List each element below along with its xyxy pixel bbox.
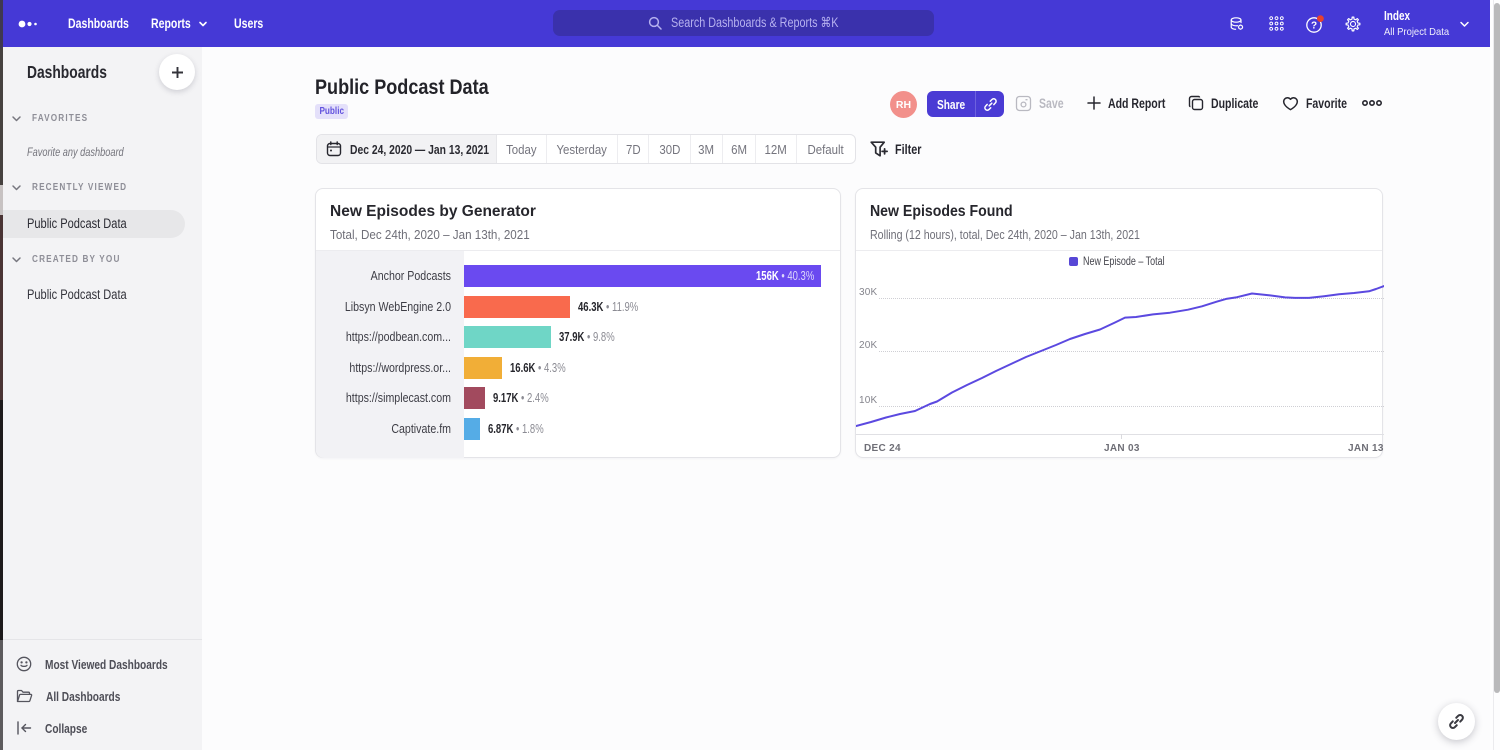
svg-text:?: ? — [1311, 20, 1317, 31]
